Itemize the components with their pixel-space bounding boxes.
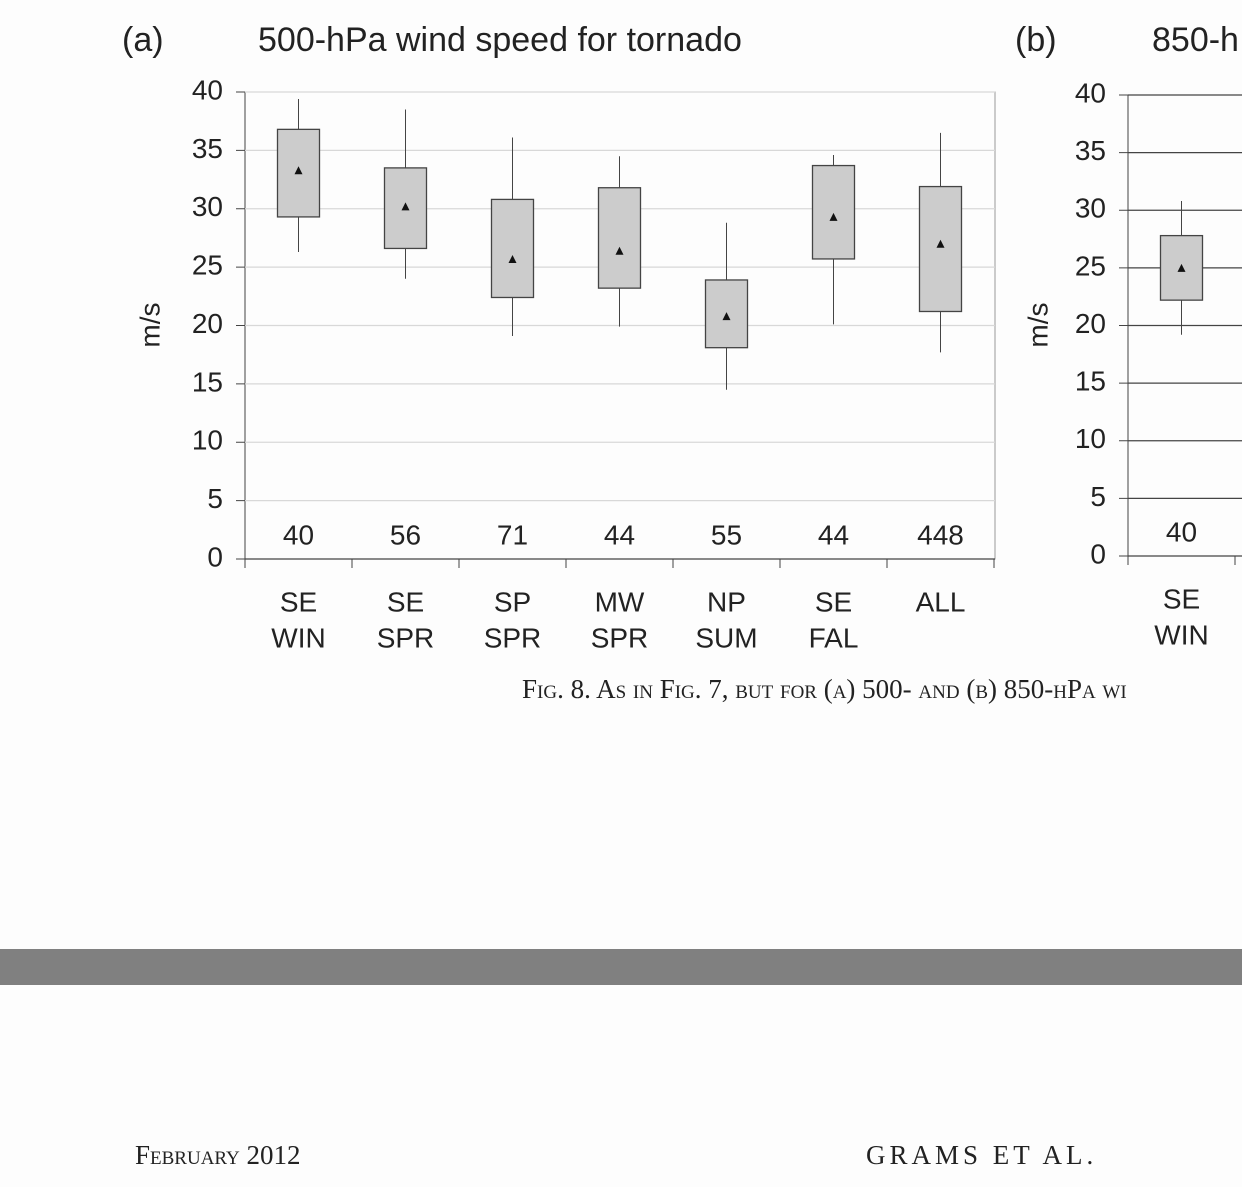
y-tick-label: 25 [1075, 250, 1106, 281]
count-label: 40 [283, 519, 314, 550]
separator-band [0, 949, 1242, 985]
count-label: 44 [818, 519, 849, 550]
chart-title: 500-hPa wind speed for tornado [258, 21, 742, 59]
y-tick-label: 15 [192, 366, 223, 397]
x-tick-label: WIN [1154, 619, 1208, 650]
mean-marker [936, 239, 945, 248]
x-tick-label: SE [815, 586, 852, 617]
y-tick-label: 20 [1075, 308, 1106, 339]
y-axis-label: m/s [1022, 302, 1053, 347]
y-tick-label: 25 [192, 250, 223, 281]
count-label: 71 [497, 519, 528, 550]
count-label: 55 [711, 519, 742, 550]
y-tick-label: 35 [1075, 135, 1106, 166]
y-tick-label: 10 [192, 425, 223, 456]
y-tick-label: 10 [1075, 423, 1106, 454]
count-label: 44 [604, 519, 635, 550]
box [490, 198, 535, 299]
y-tick-label: 35 [192, 133, 223, 164]
x-tick-label: SE [387, 586, 424, 617]
mean-marker [508, 254, 517, 263]
x-tick-label: NP [707, 586, 746, 617]
panel-label: (a) [122, 21, 164, 59]
y-tick-label: 30 [1075, 193, 1106, 224]
count-label: 448 [917, 519, 964, 550]
box [811, 164, 856, 260]
y-tick-label: 40 [192, 74, 223, 105]
x-tick-label: SPR [377, 622, 435, 653]
box [918, 185, 963, 313]
count-label: 40 [1166, 516, 1197, 547]
x-tick-label: ALL [916, 586, 966, 617]
x-tick-label: SPR [484, 622, 542, 653]
box [276, 128, 321, 218]
y-tick-label: 20 [192, 308, 223, 339]
x-tick-label: SP [494, 586, 531, 617]
y-tick-label: 5 [1090, 481, 1106, 512]
mean-marker [1177, 263, 1186, 272]
y-tick-label: 15 [1075, 366, 1106, 397]
x-tick-label: SE [280, 586, 317, 617]
mean-marker [722, 312, 731, 321]
x-tick-label: FAL [809, 622, 859, 653]
mean-marker [615, 246, 624, 255]
mean-marker [829, 212, 838, 221]
x-tick-label: SE [1163, 583, 1200, 614]
box [597, 187, 642, 289]
x-tick-label: SUM [695, 622, 757, 653]
y-tick-label: 40 [1075, 77, 1106, 108]
panel-label: (b) [1015, 21, 1057, 59]
x-tick-label: SPR [591, 622, 649, 653]
caption: Fig. 8. As in Fig. 7, but for (a) 500- a… [522, 674, 1127, 704]
footer-authors: Grams et al. [866, 1140, 1097, 1170]
y-tick-label: 0 [1090, 538, 1106, 569]
y-tick-label: 30 [192, 191, 223, 222]
mean-marker [294, 166, 303, 175]
chart-title: 850-h [1152, 21, 1239, 59]
x-tick-label: WIN [271, 622, 325, 653]
count-label: 56 [390, 519, 421, 550]
y-tick-label: 0 [207, 541, 223, 572]
footer-date: February 2012 [135, 1140, 301, 1170]
y-axis-label: m/s [134, 302, 165, 347]
y-tick-label: 5 [207, 483, 223, 514]
x-tick-label: MW [595, 586, 645, 617]
mean-marker [401, 202, 410, 211]
